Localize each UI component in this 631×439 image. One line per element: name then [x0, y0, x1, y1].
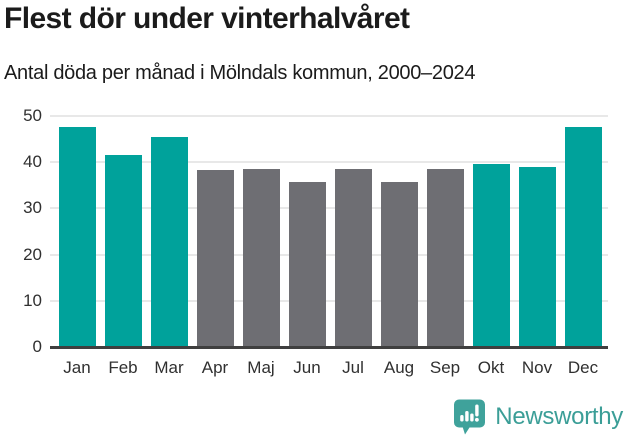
y-tick-label: 0 — [32, 337, 42, 356]
gridline — [50, 115, 608, 117]
x-tick-label: Feb — [108, 358, 138, 377]
x-tick-label: Maj — [247, 358, 275, 377]
x-tick-label: Okt — [477, 358, 505, 377]
bar-dec — [564, 127, 602, 346]
x-tick-label: Apr — [201, 358, 229, 377]
x-tick-label: Mar — [154, 358, 184, 377]
bar-jul — [334, 169, 372, 346]
bar-chart: 0 10 20 30 40 50 Jan Feb Mar Apr Maj Jun Jul Aug Sep O… — [0, 106, 631, 388]
bar-slot — [100, 155, 146, 346]
bar-jan — [58, 127, 96, 346]
bar-slot — [238, 169, 284, 346]
chart-subtitle: Antal döda per månad i Mölndals kommun, … — [4, 62, 476, 84]
chart-title: Flest dör under vinterhalvåret — [4, 2, 410, 35]
x-axis-tick-labels: Jan Feb Mar Apr Maj Jun Jul Aug Sep Okt Nov Dec — [54, 358, 606, 378]
x-tick-label: Aug — [383, 358, 415, 377]
bar-slot — [376, 182, 422, 346]
bar-slot — [514, 167, 560, 346]
bar-aug — [380, 182, 418, 346]
bar-nov — [518, 167, 556, 346]
x-tick-label: Jun — [293, 358, 321, 377]
x-tick-label: Dec — [567, 358, 599, 377]
bar-okt — [472, 164, 510, 346]
bar-slot — [560, 127, 606, 346]
gridline — [50, 207, 608, 210]
gridline — [50, 253, 608, 256]
gridline — [50, 299, 608, 302]
y-tick-label: 30 — [23, 198, 42, 218]
bar-mar — [150, 137, 188, 346]
x-tick-label: Jul — [342, 358, 364, 377]
y-tick-label: 40 — [23, 152, 42, 172]
bar-apr — [196, 170, 234, 346]
bar-slot — [284, 182, 330, 346]
bar-feb — [104, 155, 142, 346]
bar-slot — [54, 127, 100, 346]
x-tick-label: Jan — [63, 358, 91, 377]
x-tick-label: Nov — [521, 358, 553, 377]
bar-slot — [422, 169, 468, 346]
bar-jun — [288, 182, 326, 346]
y-tick-label: 20 — [23, 244, 42, 264]
y-tick-label: 10 — [23, 290, 42, 310]
newsworthy-branding: Newsworthy — [453, 398, 623, 435]
bar-sep — [426, 169, 464, 346]
bar-slot — [330, 169, 376, 346]
bar-maj — [242, 169, 280, 346]
x-tick-label: Sep — [429, 358, 461, 377]
gridline — [50, 161, 608, 164]
x-axis-line — [50, 346, 608, 349]
bar-slot — [192, 170, 238, 346]
y-tick-label: 50 — [23, 106, 42, 125]
bar-series — [54, 115, 606, 346]
bar-slot — [468, 164, 514, 346]
newsworthy-wordmark: Newsworthy — [495, 402, 623, 430]
newsworthy-logo-icon — [454, 399, 486, 435]
bar-slot — [146, 137, 192, 346]
